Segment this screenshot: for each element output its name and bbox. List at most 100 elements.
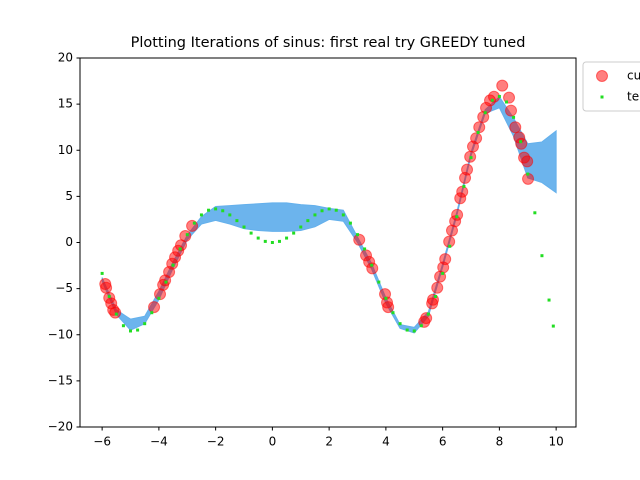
point [366,262,379,275]
point [448,244,452,248]
y-tick-label: −10 [48,327,73,341]
point [487,90,500,103]
point [242,225,246,229]
point [455,215,459,219]
point [462,184,466,188]
point [143,322,147,326]
legend-label: cu [627,69,640,83]
point [277,239,281,243]
point [199,213,203,217]
point [207,208,211,212]
x-tick-label: 2 [325,435,333,449]
point [164,280,168,284]
point [121,324,125,328]
x-tick-label: −6 [93,435,111,449]
x-tick-label: −4 [150,435,168,449]
point [412,329,416,333]
point [419,324,423,328]
point [470,132,483,145]
point [451,208,464,221]
point [382,301,395,314]
point [512,115,516,119]
point [370,263,374,267]
point [434,294,438,298]
point [313,213,317,217]
y-tick-label: −5 [55,281,73,295]
point [129,329,133,333]
legend-label: te [627,90,639,104]
point [136,328,140,332]
legend-marker [596,70,608,82]
point [186,219,199,232]
point [521,155,534,168]
point [540,254,544,258]
legend: cu te [582,61,640,112]
point [348,221,352,225]
point [431,281,444,294]
point [263,239,267,243]
point [504,100,508,104]
point [292,231,296,235]
x-tick-label: 6 [439,435,447,449]
point [171,263,175,267]
point [426,312,430,316]
point [185,233,189,237]
point [214,207,218,211]
x-tick-label: −2 [207,435,225,449]
point [228,213,232,217]
point [114,312,118,316]
chart-title: Plotting Iterations of sinus: first real… [131,35,526,51]
point [235,219,239,223]
point [356,233,360,237]
point [157,296,161,300]
y-tick-label: 15 [58,97,73,111]
point [341,213,345,217]
point [150,311,154,315]
point [391,311,395,315]
point [405,328,409,332]
point [515,137,528,150]
y-tick-label: 5 [65,189,73,203]
point [148,301,161,314]
point [547,298,551,302]
point [179,230,192,243]
point [327,207,331,211]
y-tick-label: −20 [48,420,73,434]
point [533,211,537,215]
point [256,236,260,240]
y-tick-label: 10 [58,143,73,157]
x-tick-label: 10 [548,435,563,449]
point [461,163,474,176]
point [377,280,381,284]
point [551,324,555,328]
point [299,225,303,229]
point [505,104,518,117]
point [363,247,367,251]
point [306,219,310,223]
point [519,140,523,144]
point [441,271,445,275]
y-tick-label: −15 [48,373,73,387]
point [439,253,452,266]
point [526,172,530,176]
point [384,296,388,300]
y-tick-label: 0 [65,235,73,249]
point [320,209,324,213]
point [249,231,253,235]
x-tick-label: 8 [496,435,504,449]
x-tick-label: 4 [382,435,390,449]
legend-marker [600,95,604,99]
point [469,156,473,160]
point [497,94,501,98]
point [476,130,480,134]
confidence-band [101,95,557,334]
point [107,294,111,298]
point [483,111,487,115]
point [100,271,104,275]
point [192,221,196,225]
point [285,236,289,240]
point [221,209,225,213]
point [503,91,516,104]
point [334,208,338,212]
point [496,79,509,92]
